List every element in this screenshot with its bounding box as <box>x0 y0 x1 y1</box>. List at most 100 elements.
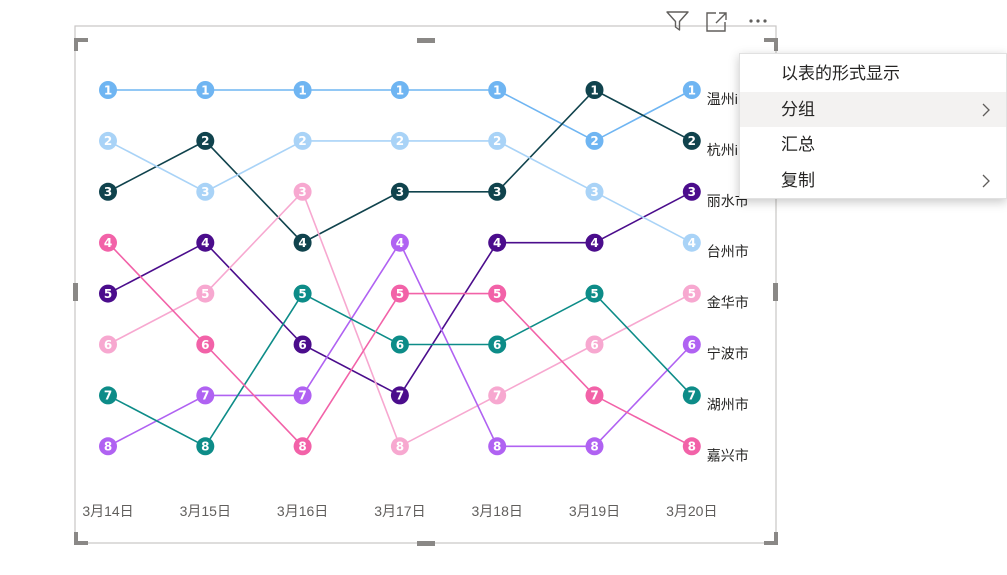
data-point[interactable]: 2 <box>585 131 604 150</box>
corner-resize-handle[interactable] <box>764 38 778 51</box>
data-point[interactable]: 2 <box>293 131 312 150</box>
data-point[interactable]: 5 <box>488 284 507 303</box>
data-point[interactable]: 3 <box>99 182 117 201</box>
data-point[interactable]: 3 <box>585 182 604 201</box>
data-point[interactable]: 5 <box>99 284 117 303</box>
data-point[interactable]: 7 <box>293 386 312 405</box>
focus-mode-icon[interactable] <box>702 6 732 36</box>
point-label: 6 <box>104 338 112 352</box>
point-label: 2 <box>104 134 112 148</box>
point-label: 1 <box>688 83 696 97</box>
data-point[interactable]: 8 <box>293 437 312 456</box>
data-point[interactable]: 7 <box>585 386 604 405</box>
data-point[interactable]: 4 <box>682 233 701 252</box>
point-label: 6 <box>590 338 598 352</box>
data-point[interactable]: 1 <box>196 81 215 99</box>
corner-resize-handle[interactable] <box>74 38 88 51</box>
point-label: 7 <box>104 389 112 403</box>
data-point[interactable]: 4 <box>488 233 507 252</box>
filter-icon[interactable] <box>662 6 692 36</box>
data-point[interactable]: 4 <box>585 233 604 252</box>
data-point[interactable]: 5 <box>682 284 701 303</box>
point-marker <box>390 131 409 150</box>
series-markers: 1 1 1 1 1 2 1 3 2 4 3 3 1 2 5 4 6 7 4 4 3 2 3 2 2 2 3 4 6 5 3 8 7 6 5 8 7 7 4 8… <box>99 81 701 456</box>
data-point[interactable]: 2 <box>488 131 507 150</box>
data-point[interactable]: 4 <box>293 233 312 252</box>
data-point[interactable]: 2 <box>99 131 117 150</box>
data-point[interactable]: 2 <box>196 131 215 150</box>
data-point[interactable]: 5 <box>293 284 312 303</box>
data-point[interactable]: 8 <box>585 437 604 456</box>
point-marker <box>488 131 507 150</box>
point-marker <box>390 335 409 354</box>
data-point[interactable]: 6 <box>293 335 312 354</box>
data-point[interactable]: 6 <box>196 335 215 354</box>
data-point[interactable]: 1 <box>488 81 507 99</box>
data-point[interactable]: 2 <box>682 131 701 150</box>
menu-item-summarize[interactable]: 汇总 <box>740 127 1006 163</box>
data-point[interactable]: 1 <box>585 81 604 99</box>
data-point[interactable]: 3 <box>196 182 215 201</box>
data-point[interactable]: 4 <box>390 233 409 252</box>
menu-item-copy[interactable]: 复制 <box>740 163 1006 199</box>
edge-resize-handle[interactable] <box>73 283 78 301</box>
data-point[interactable]: 5 <box>390 284 409 303</box>
more-options-icon[interactable] <box>744 6 774 36</box>
data-point[interactable]: 6 <box>682 335 701 354</box>
data-point[interactable]: 6 <box>488 335 507 354</box>
data-point[interactable]: 8 <box>488 437 507 456</box>
point-label: 5 <box>201 287 209 301</box>
data-point[interactable]: 3 <box>682 182 701 201</box>
data-point[interactable]: 3 <box>293 182 312 201</box>
data-point[interactable]: 6 <box>390 335 409 354</box>
data-point[interactable]: 7 <box>682 386 701 405</box>
edge-resize-handle[interactable] <box>417 541 435 546</box>
edge-resize-handle[interactable] <box>773 283 778 301</box>
series-end-label: 金华市 <box>707 295 749 311</box>
point-marker <box>390 284 409 303</box>
point-marker <box>99 284 117 303</box>
point-label: 7 <box>493 389 501 403</box>
data-point[interactable]: 7 <box>488 386 507 405</box>
data-point[interactable]: 5 <box>585 284 604 303</box>
point-marker <box>390 182 409 201</box>
data-point[interactable]: 3 <box>390 182 409 201</box>
data-point[interactable]: 8 <box>99 437 117 456</box>
data-point[interactable]: 1 <box>682 81 701 99</box>
point-label: 6 <box>201 338 209 352</box>
chevron-right-icon <box>982 174 990 187</box>
corner-resize-handle[interactable] <box>764 532 778 545</box>
data-point[interactable]: 6 <box>99 335 117 354</box>
data-point[interactable]: 1 <box>293 81 312 99</box>
menu-item-label: 分组 <box>781 99 815 119</box>
data-point[interactable]: 2 <box>390 131 409 150</box>
edge-resize-handle[interactable] <box>417 38 435 43</box>
data-point[interactable]: 5 <box>196 284 215 303</box>
point-marker <box>293 131 312 150</box>
point-marker <box>585 81 604 99</box>
data-point[interactable]: 6 <box>585 335 604 354</box>
data-point[interactable]: 4 <box>196 233 215 252</box>
corner-resize-handle[interactable] <box>74 532 88 545</box>
point-marker <box>99 182 117 201</box>
point-marker <box>585 335 604 354</box>
point-marker <box>682 81 701 99</box>
point-label: 4 <box>493 236 501 250</box>
data-point[interactable]: 4 <box>99 233 117 252</box>
data-point[interactable]: 1 <box>390 81 409 99</box>
data-point[interactable]: 7 <box>99 386 117 405</box>
data-point[interactable]: 3 <box>488 182 507 201</box>
data-point[interactable]: 8 <box>390 437 409 456</box>
point-marker <box>293 233 312 252</box>
data-point[interactable]: 7 <box>390 386 409 405</box>
menu-item-group[interactable]: 分组 <box>740 91 1006 127</box>
data-point[interactable]: 7 <box>196 386 215 405</box>
data-point[interactable]: 1 <box>99 81 117 99</box>
menu-item-show-as-table[interactable]: 以表的形式显示 <box>740 56 1006 92</box>
data-point[interactable]: 8 <box>196 437 215 456</box>
point-label: 8 <box>590 440 598 454</box>
point-marker <box>293 335 312 354</box>
data-point[interactable]: 8 <box>682 437 701 456</box>
point-label: 2 <box>688 134 696 148</box>
